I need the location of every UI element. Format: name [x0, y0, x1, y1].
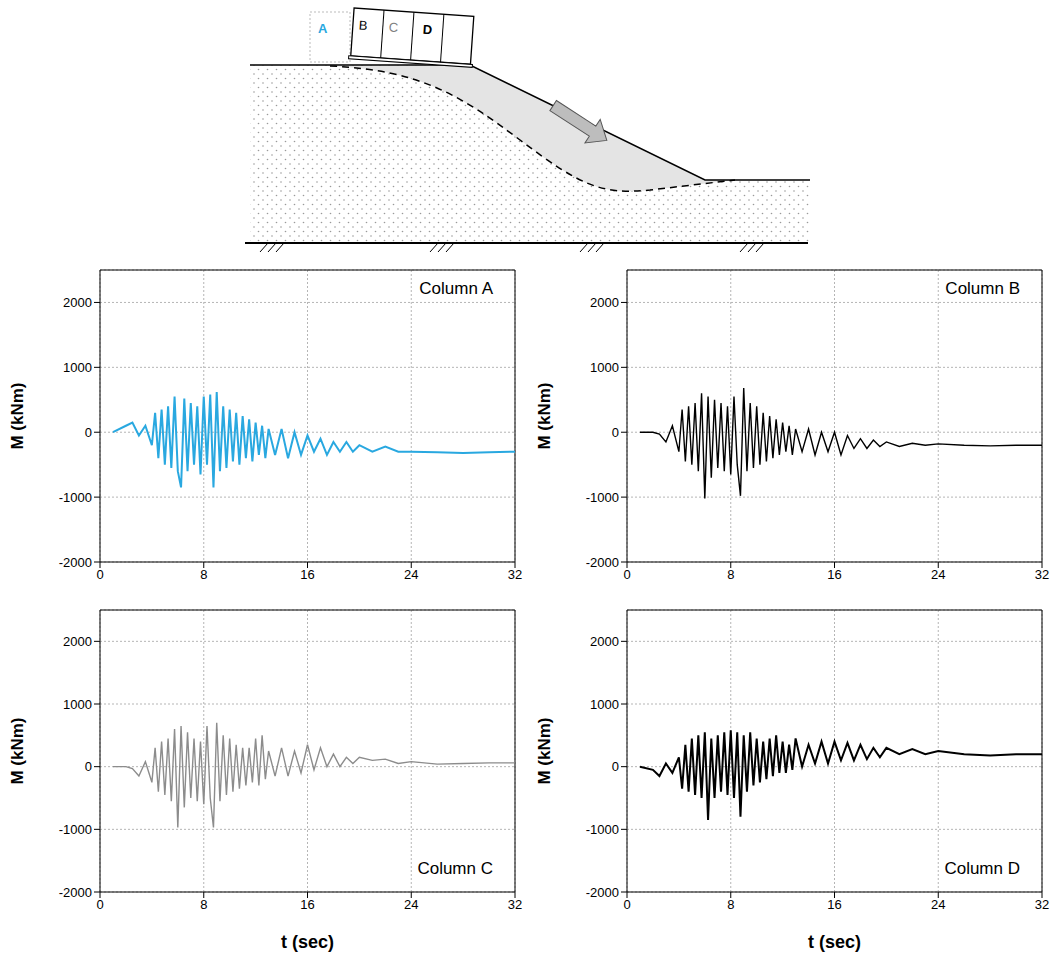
svg-text:-2000: -2000 [586, 555, 619, 570]
svg-text:M (kNm): M (kNm) [8, 382, 27, 449]
svg-text:24: 24 [931, 897, 945, 912]
svg-text:M (kNm): M (kNm) [535, 382, 554, 449]
svg-text:8: 8 [200, 897, 207, 912]
html-text:Column D: Column D [944, 859, 1020, 878]
html-text:Column A: Column A [419, 279, 493, 298]
svg-text:32: 32 [1035, 567, 1049, 582]
svg-text:0: 0 [85, 425, 92, 440]
svg-text:32: 32 [1035, 897, 1049, 912]
svg-text:24: 24 [404, 897, 418, 912]
svg-text:1000: 1000 [63, 697, 92, 712]
svg-text:24: 24 [404, 567, 418, 582]
svg-text:t (sec): t (sec) [281, 932, 334, 952]
svg-text:t (sec): t (sec) [808, 932, 861, 952]
svg-text:32: 32 [508, 897, 522, 912]
html-text:Column B: Column B [945, 279, 1020, 298]
svg-text:8: 8 [200, 567, 207, 582]
svg-text:-1000: -1000 [586, 822, 619, 837]
svg-text:-1000: -1000 [59, 490, 92, 505]
svg-text:-2000: -2000 [59, 885, 92, 900]
svg-text:D: D [422, 22, 432, 38]
svg-text:2000: 2000 [63, 634, 92, 649]
svg-text:8: 8 [727, 897, 734, 912]
svg-text:24: 24 [931, 567, 945, 582]
svg-text:B: B [358, 17, 368, 33]
svg-text:A: A [318, 21, 328, 36]
svg-text:1000: 1000 [63, 360, 92, 375]
svg-text:8: 8 [727, 567, 734, 582]
svg-text:-2000: -2000 [59, 555, 92, 570]
svg-text:0: 0 [96, 567, 103, 582]
svg-text:1000: 1000 [590, 360, 619, 375]
svg-text:0: 0 [623, 897, 630, 912]
svg-text:2000: 2000 [63, 295, 92, 310]
svg-text:16: 16 [300, 567, 314, 582]
svg-text:0: 0 [612, 425, 619, 440]
svg-text:2000: 2000 [590, 634, 619, 649]
svg-text:C: C [388, 20, 398, 36]
svg-text:-1000: -1000 [59, 822, 92, 837]
svg-text:32: 32 [508, 567, 522, 582]
svg-text:M (kNm): M (kNm) [535, 717, 554, 784]
svg-text:0: 0 [612, 759, 619, 774]
html-text:Column C: Column C [417, 859, 493, 878]
svg-text:16: 16 [300, 897, 314, 912]
svg-text:0: 0 [623, 567, 630, 582]
svg-text:16: 16 [827, 567, 841, 582]
svg-text:1000: 1000 [590, 697, 619, 712]
svg-text:2000: 2000 [590, 295, 619, 310]
svg-text:0: 0 [85, 759, 92, 774]
svg-text:M (kNm): M (kNm) [8, 717, 27, 784]
svg-text:0: 0 [96, 897, 103, 912]
svg-text:-1000: -1000 [586, 490, 619, 505]
svg-text:-2000: -2000 [586, 885, 619, 900]
svg-text:16: 16 [827, 897, 841, 912]
